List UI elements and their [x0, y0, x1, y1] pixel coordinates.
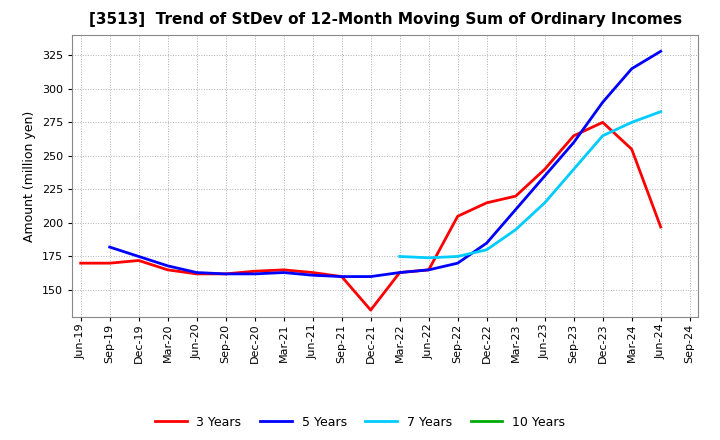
5 Years	[541, 173, 549, 179]
5 Years	[105, 245, 114, 250]
7 Years	[482, 247, 491, 253]
7 Years	[657, 109, 665, 114]
3 Years	[76, 260, 85, 266]
3 Years	[135, 258, 143, 263]
5 Years	[657, 49, 665, 54]
5 Years	[163, 263, 172, 268]
3 Years	[454, 213, 462, 219]
7 Years	[570, 167, 578, 172]
7 Years	[395, 254, 404, 259]
3 Years	[366, 308, 375, 313]
7 Years	[424, 255, 433, 260]
Title: [3513]  Trend of StDev of 12-Month Moving Sum of Ordinary Incomes: [3513] Trend of StDev of 12-Month Moving…	[89, 12, 682, 27]
5 Years	[192, 270, 201, 275]
3 Years	[482, 200, 491, 205]
Y-axis label: Amount (million yen): Amount (million yen)	[23, 110, 36, 242]
3 Years	[105, 260, 114, 266]
7 Years	[511, 227, 520, 232]
5 Years	[135, 254, 143, 259]
5 Years	[424, 267, 433, 272]
3 Years	[308, 270, 317, 275]
5 Years	[598, 99, 607, 105]
3 Years	[570, 133, 578, 139]
5 Years	[366, 274, 375, 279]
5 Years	[251, 271, 259, 276]
3 Years	[221, 271, 230, 276]
Line: 7 Years: 7 Years	[400, 112, 661, 258]
5 Years	[221, 271, 230, 276]
3 Years	[657, 224, 665, 230]
5 Years	[627, 66, 636, 71]
3 Years	[511, 194, 520, 199]
3 Years	[395, 270, 404, 275]
7 Years	[541, 200, 549, 205]
5 Years	[570, 140, 578, 145]
5 Years	[338, 274, 346, 279]
Line: 3 Years: 3 Years	[81, 122, 661, 310]
7 Years	[454, 254, 462, 259]
Line: 5 Years: 5 Years	[109, 51, 661, 277]
5 Years	[482, 240, 491, 246]
5 Years	[511, 207, 520, 212]
3 Years	[598, 120, 607, 125]
5 Years	[395, 270, 404, 275]
7 Years	[598, 133, 607, 139]
3 Years	[424, 267, 433, 272]
3 Years	[163, 267, 172, 272]
3 Years	[251, 268, 259, 274]
3 Years	[338, 274, 346, 279]
3 Years	[279, 267, 288, 272]
3 Years	[541, 167, 549, 172]
5 Years	[454, 260, 462, 266]
Legend: 3 Years, 5 Years, 7 Years, 10 Years: 3 Years, 5 Years, 7 Years, 10 Years	[150, 411, 570, 434]
5 Years	[308, 273, 317, 278]
5 Years	[279, 270, 288, 275]
3 Years	[627, 147, 636, 152]
7 Years	[627, 120, 636, 125]
3 Years	[192, 271, 201, 276]
